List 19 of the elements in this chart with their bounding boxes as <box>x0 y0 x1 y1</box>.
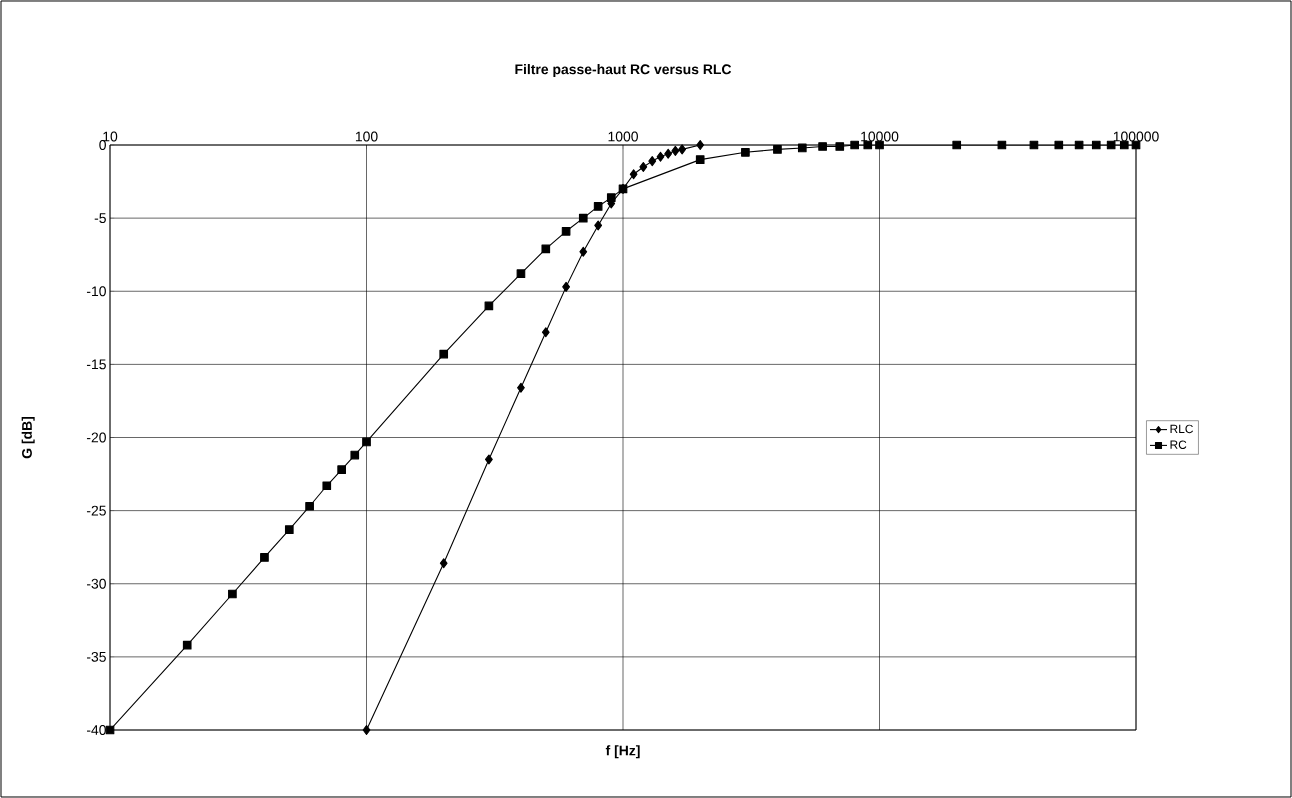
x-axis-title: f [Hz] <box>605 745 640 759</box>
y-tick-label: -40 <box>86 725 106 735</box>
y-tick-label: -15 <box>86 359 106 370</box>
x-tick-label: 100000 <box>1113 131 1159 142</box>
x-tick-label: 10 <box>103 131 118 142</box>
y-tick-label: -10 <box>86 286 106 297</box>
y-tick-label: -20 <box>86 432 106 443</box>
y-tick-label: -5 <box>94 213 106 223</box>
x-tick-label: 10000 <box>861 131 899 142</box>
y-axis-title: G [dB] <box>21 417 35 459</box>
legend-label: RLC <box>1170 424 1193 434</box>
x-tick-label: 1000 <box>608 131 638 142</box>
y-tick-label: -25 <box>86 505 106 516</box>
x-tick-label: 100 <box>355 131 378 142</box>
y-tick-label: 0 <box>99 140 106 150</box>
y-tick-label: -30 <box>86 578 106 589</box>
y-tick-label: -35 <box>86 651 106 662</box>
chart-title: Filtre passe-haut RC versus RLC <box>515 64 732 77</box>
legend-label: RC <box>1170 440 1187 449</box>
